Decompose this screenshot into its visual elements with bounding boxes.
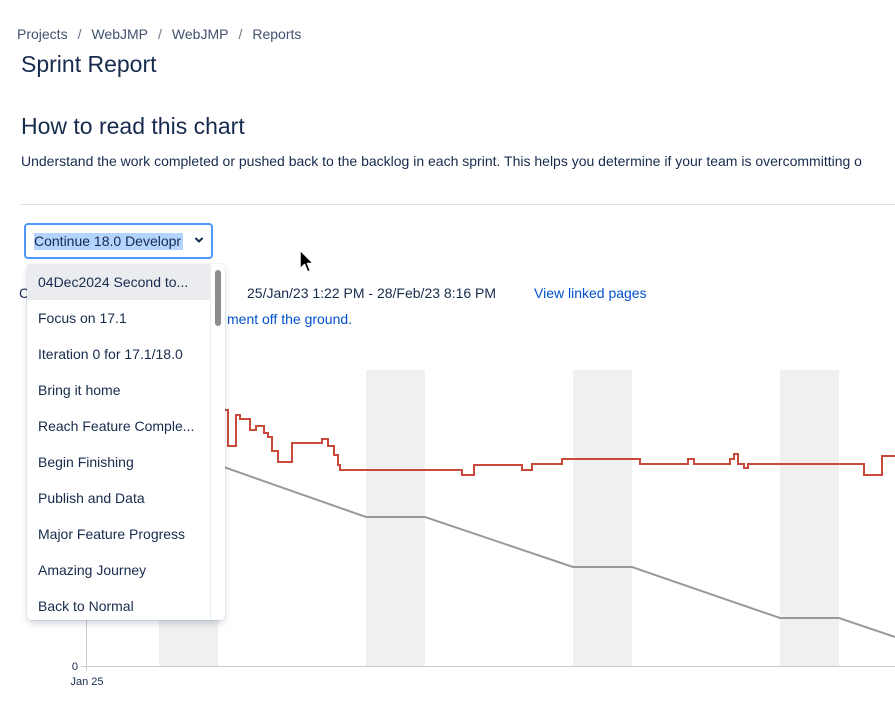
sprint-select-value: Continue 18.0 Developr	[34, 233, 183, 250]
view-linked-pages-link[interactable]: View linked pages	[534, 285, 647, 301]
breadcrumb-reports[interactable]: Reports	[252, 26, 302, 42]
section-title: How to read this chart	[21, 113, 245, 139]
chart-y-tick-label: 0	[72, 661, 78, 673]
sprint-option[interactable]: Iteration 0 for 17.1/18.0	[38, 346, 183, 362]
sprint-option[interactable]: Publish and Data	[38, 490, 145, 506]
breadcrumb-projects[interactable]: Projects	[17, 26, 68, 42]
weekend-band	[573, 370, 632, 666]
sprint-option[interactable]: Major Feature Progress	[38, 526, 186, 542]
sprint-select[interactable]: Continue 18.0 Developr	[24, 223, 213, 259]
dropdown-scrollbar-thumb[interactable]	[215, 270, 221, 326]
dropdown-scrollbar[interactable]	[210, 264, 225, 620]
breadcrumb-separator: /	[77, 26, 82, 42]
sprint-option[interactable]: Amazing Journey	[38, 562, 147, 578]
page-title: Sprint Report	[21, 51, 157, 77]
chart-x-tick-label: Jan 25	[70, 676, 103, 688]
breadcrumb-separator: /	[158, 26, 162, 42]
sprint-option[interactable]: Reach Feature Comple...	[38, 418, 195, 434]
weekend-band	[780, 370, 839, 666]
chevron-down-icon	[195, 237, 203, 243]
sprint-date-range: 25/Jan/23 1:22 PM - 28/Feb/23 8:16 PM	[247, 285, 497, 301]
sprint-option[interactable]: Focus on 17.1	[38, 310, 127, 326]
section-description: Understand the work completed or pushed …	[21, 153, 862, 169]
sprint-goal-link[interactable]: ment off the ground.	[227, 311, 353, 327]
breadcrumb-webjmp[interactable]: WebJMP	[91, 26, 149, 42]
remaining-work-series	[86, 409, 895, 476]
breadcrumb-webjmp-board[interactable]: WebJMP	[171, 26, 229, 42]
divider	[21, 204, 895, 205]
sprint-option[interactable]: Back to Normal	[38, 598, 134, 614]
mouse-cursor-icon	[299, 249, 315, 273]
sprint-option[interactable]: Bring it home	[38, 382, 121, 398]
sprint-status-label: C	[19, 285, 30, 301]
breadcrumb-separator: /	[238, 26, 243, 42]
sprint-option[interactable]: Begin Finishing	[38, 454, 134, 470]
sprint-dropdown-menu[interactable]: 04Dec2024 Second to... Focus on 17.1 Ite…	[27, 264, 225, 620]
breadcrumb: Projects / WebJMP / WebJMP / Reports	[17, 26, 301, 42]
sprint-option[interactable]: 04Dec2024 Second to...	[27, 264, 211, 300]
